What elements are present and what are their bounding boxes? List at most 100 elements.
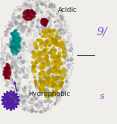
Ellipse shape bbox=[41, 54, 43, 56]
Ellipse shape bbox=[45, 20, 47, 22]
Ellipse shape bbox=[16, 51, 18, 53]
Ellipse shape bbox=[47, 84, 48, 86]
Ellipse shape bbox=[35, 59, 36, 61]
Ellipse shape bbox=[15, 9, 17, 11]
Ellipse shape bbox=[48, 107, 49, 108]
Ellipse shape bbox=[26, 12, 28, 15]
Ellipse shape bbox=[29, 82, 30, 83]
Ellipse shape bbox=[12, 91, 13, 92]
Ellipse shape bbox=[11, 34, 12, 35]
Ellipse shape bbox=[37, 54, 38, 55]
Ellipse shape bbox=[24, 54, 25, 55]
Ellipse shape bbox=[11, 22, 13, 25]
Ellipse shape bbox=[40, 73, 41, 75]
Ellipse shape bbox=[39, 51, 41, 54]
Ellipse shape bbox=[15, 21, 17, 23]
Ellipse shape bbox=[22, 5, 24, 8]
Ellipse shape bbox=[36, 111, 37, 112]
Ellipse shape bbox=[63, 39, 64, 41]
Ellipse shape bbox=[3, 73, 5, 75]
Ellipse shape bbox=[1, 52, 4, 55]
Ellipse shape bbox=[46, 31, 48, 32]
Ellipse shape bbox=[60, 15, 61, 17]
Ellipse shape bbox=[35, 11, 36, 13]
Ellipse shape bbox=[20, 42, 23, 45]
Ellipse shape bbox=[27, 29, 29, 32]
Ellipse shape bbox=[14, 67, 16, 69]
Ellipse shape bbox=[45, 56, 48, 59]
Ellipse shape bbox=[52, 77, 55, 79]
Ellipse shape bbox=[56, 79, 58, 81]
Ellipse shape bbox=[27, 15, 28, 16]
Ellipse shape bbox=[49, 30, 51, 32]
Ellipse shape bbox=[67, 65, 69, 66]
Ellipse shape bbox=[44, 91, 46, 93]
Ellipse shape bbox=[33, 12, 35, 14]
Ellipse shape bbox=[67, 67, 69, 69]
Ellipse shape bbox=[15, 39, 18, 41]
Ellipse shape bbox=[8, 65, 9, 66]
Ellipse shape bbox=[16, 42, 17, 43]
Ellipse shape bbox=[7, 71, 8, 73]
Ellipse shape bbox=[26, 68, 27, 70]
Ellipse shape bbox=[44, 62, 47, 65]
Ellipse shape bbox=[56, 42, 57, 44]
Ellipse shape bbox=[18, 37, 20, 39]
Ellipse shape bbox=[12, 91, 13, 92]
Ellipse shape bbox=[36, 35, 37, 36]
Ellipse shape bbox=[29, 14, 30, 15]
Ellipse shape bbox=[45, 108, 47, 111]
Ellipse shape bbox=[48, 27, 50, 29]
Ellipse shape bbox=[18, 86, 20, 88]
Ellipse shape bbox=[49, 84, 51, 86]
Ellipse shape bbox=[61, 63, 63, 65]
Ellipse shape bbox=[53, 53, 56, 56]
Ellipse shape bbox=[5, 67, 7, 68]
Ellipse shape bbox=[24, 104, 26, 107]
Ellipse shape bbox=[33, 73, 34, 75]
Ellipse shape bbox=[36, 59, 38, 62]
Ellipse shape bbox=[50, 3, 53, 5]
Ellipse shape bbox=[51, 51, 52, 53]
Ellipse shape bbox=[30, 50, 32, 53]
Ellipse shape bbox=[29, 12, 31, 13]
Ellipse shape bbox=[32, 69, 35, 72]
Ellipse shape bbox=[59, 34, 60, 35]
Ellipse shape bbox=[39, 102, 42, 105]
Ellipse shape bbox=[12, 61, 13, 62]
Ellipse shape bbox=[62, 34, 63, 36]
Ellipse shape bbox=[42, 33, 44, 36]
Ellipse shape bbox=[30, 59, 33, 62]
Ellipse shape bbox=[52, 67, 55, 69]
Ellipse shape bbox=[13, 69, 15, 71]
Ellipse shape bbox=[22, 28, 25, 31]
Ellipse shape bbox=[51, 59, 52, 60]
Ellipse shape bbox=[31, 55, 33, 57]
Ellipse shape bbox=[59, 48, 60, 50]
Ellipse shape bbox=[55, 69, 58, 72]
Ellipse shape bbox=[48, 95, 50, 96]
Ellipse shape bbox=[44, 89, 46, 92]
Ellipse shape bbox=[22, 88, 25, 91]
Ellipse shape bbox=[60, 14, 62, 16]
Ellipse shape bbox=[53, 31, 54, 32]
Ellipse shape bbox=[46, 100, 48, 102]
Ellipse shape bbox=[40, 33, 41, 35]
Ellipse shape bbox=[5, 31, 6, 32]
Ellipse shape bbox=[43, 83, 45, 86]
Ellipse shape bbox=[54, 57, 55, 59]
Ellipse shape bbox=[10, 93, 12, 95]
Ellipse shape bbox=[31, 16, 32, 18]
Ellipse shape bbox=[3, 71, 5, 73]
Ellipse shape bbox=[26, 85, 28, 88]
Ellipse shape bbox=[45, 30, 46, 31]
Ellipse shape bbox=[31, 4, 34, 7]
Ellipse shape bbox=[17, 88, 18, 90]
Ellipse shape bbox=[15, 44, 17, 46]
Ellipse shape bbox=[14, 62, 16, 64]
Ellipse shape bbox=[9, 56, 11, 57]
Ellipse shape bbox=[15, 41, 18, 44]
Ellipse shape bbox=[46, 89, 49, 92]
Ellipse shape bbox=[27, 4, 28, 5]
Ellipse shape bbox=[40, 40, 43, 43]
